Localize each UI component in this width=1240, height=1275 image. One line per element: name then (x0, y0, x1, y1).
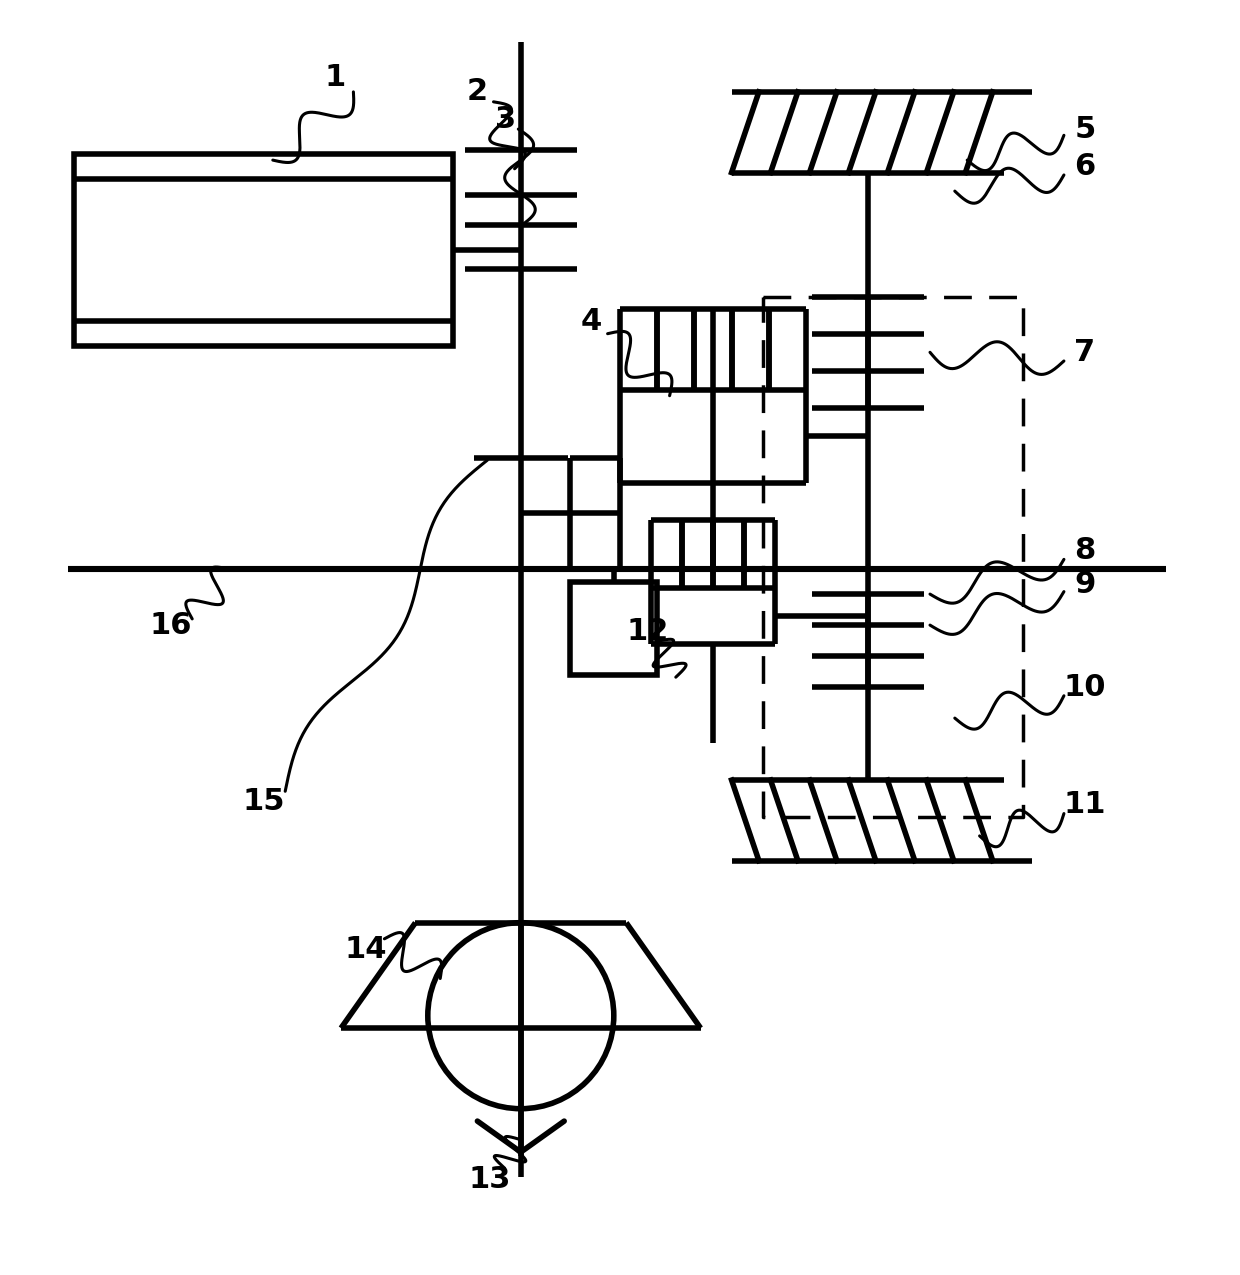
Text: 11: 11 (1064, 790, 1106, 820)
Text: 7: 7 (1074, 338, 1096, 367)
Text: 13: 13 (469, 1165, 511, 1193)
Bar (570, 581, 657, 674)
Text: 15: 15 (243, 787, 285, 816)
Text: 14: 14 (345, 936, 387, 964)
Text: 10: 10 (1064, 673, 1106, 701)
Text: 1: 1 (324, 62, 346, 92)
Text: 5: 5 (1074, 115, 1096, 144)
Text: 12: 12 (626, 617, 668, 646)
Text: 16: 16 (150, 611, 192, 640)
Bar (74, 154, 453, 346)
Text: 8: 8 (1074, 537, 1096, 565)
Text: 9: 9 (1074, 570, 1096, 599)
Text: 4: 4 (580, 307, 603, 335)
Text: 3: 3 (495, 105, 517, 134)
Text: 6: 6 (1074, 152, 1096, 181)
Text: 2: 2 (466, 78, 489, 106)
